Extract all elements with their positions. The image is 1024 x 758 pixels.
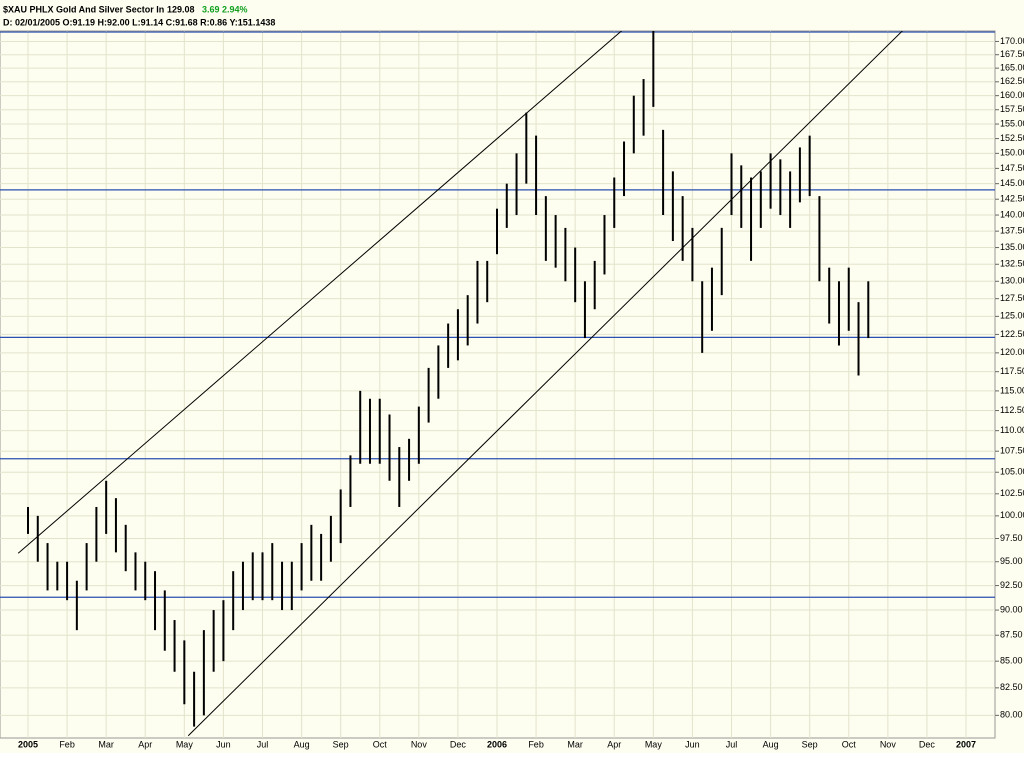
y-tick-label: 95.00 [1000, 556, 1023, 566]
y-tick-label: 150.00 [1000, 148, 1024, 158]
y-tick-label: 85.00 [1000, 656, 1023, 666]
x-tick-label: Jun [216, 739, 231, 749]
y-tick-label: 140.00 [1000, 209, 1024, 219]
y-tick-label: 142.50 [1000, 194, 1024, 204]
y-tick-label: 130.00 [1000, 276, 1024, 286]
x-tick-label: 2006 [487, 739, 507, 749]
change-pct: 2.94% [222, 4, 248, 14]
x-tick-label: Jul [257, 739, 269, 749]
x-tick-label: Sep [333, 739, 349, 749]
trendline [17, 31, 623, 554]
y-tick-label: 155.00 [1000, 118, 1024, 128]
x-tick-label: Sep [802, 739, 818, 749]
y-tick-label: 152.50 [1000, 133, 1024, 143]
y-tick-label: 117.50 [1000, 366, 1024, 376]
y-tick-label: 112.50 [1000, 405, 1024, 415]
y-tick-label: 80.00 [1000, 710, 1023, 720]
x-tick-label: Feb [59, 739, 75, 749]
x-tick-label: Mar [98, 739, 114, 749]
y-tick-label: 167.50 [1000, 49, 1024, 59]
x-tick-label: Dec [450, 739, 467, 749]
x-tick-label: Mar [567, 739, 583, 749]
y-tick-label: 162.50 [1000, 76, 1024, 86]
x-tick-label: 2007 [956, 739, 976, 749]
y-tick-label: 120.00 [1000, 347, 1024, 357]
y-tick-label: 82.50 [1000, 682, 1023, 692]
x-tick-label: Nov [411, 739, 428, 749]
x-tick-label: May [645, 739, 663, 749]
y-tick-label: 125.00 [1000, 311, 1024, 321]
x-tick-label: Apr [138, 739, 152, 749]
x-tick-label: Oct [842, 739, 857, 749]
y-tick-label: 115.00 [1000, 385, 1024, 395]
y-tick-label: 160.00 [1000, 90, 1024, 100]
y-tick-label: 137.50 [1000, 226, 1024, 236]
y-tick-label: 102.50 [1000, 488, 1024, 498]
x-tick-label: Oct [373, 739, 388, 749]
y-tick-label: 135.00 [1000, 242, 1024, 252]
y-tick-label: 157.50 [1000, 104, 1024, 114]
y-tick-label: 92.50 [1000, 580, 1023, 590]
y-tick-label: 170.00 [1000, 36, 1024, 46]
y-tick-label: 165.00 [1000, 63, 1024, 73]
y-tick-label: 110.00 [1000, 425, 1024, 435]
x-tick-label: Jun [685, 739, 700, 749]
y-tick-label: 145.00 [1000, 178, 1024, 188]
y-tick-label: 147.50 [1000, 163, 1024, 173]
x-tick-label: Apr [607, 739, 621, 749]
last-price: 129.08 [167, 4, 195, 14]
symbol: $XAU PHLX Gold And Silver Sector In [3, 4, 164, 14]
y-tick-label: 127.50 [1000, 293, 1024, 303]
x-tick-label: Aug [294, 739, 310, 749]
y-tick-label: 107.50 [1000, 446, 1024, 456]
x-tick-label: Jul [726, 739, 738, 749]
x-tick-label: Nov [880, 739, 897, 749]
x-tick-label: Dec [919, 739, 936, 749]
x-tick-label: Aug [763, 739, 779, 749]
change: 3.69 [202, 4, 220, 14]
trendline [187, 31, 903, 737]
plot [0, 31, 995, 738]
info: D: 02/01/2005 O:91.19 H:92.00 L:91.14 C:… [3, 17, 275, 27]
y-tick-label: 122.50 [1000, 329, 1024, 339]
y-tick-label: 90.00 [1000, 604, 1023, 614]
x-tick-label: May [176, 739, 194, 749]
y-tick-label: 132.50 [1000, 259, 1024, 269]
y-tick-label: 97.50 [1000, 533, 1023, 543]
y-tick-label: 100.00 [1000, 510, 1024, 520]
x-tick-label: Feb [528, 739, 544, 749]
y-tick-label: 87.50 [1000, 630, 1023, 640]
x-tick-label: 2005 [18, 739, 38, 749]
y-tick-label: 105.00 [1000, 467, 1024, 477]
